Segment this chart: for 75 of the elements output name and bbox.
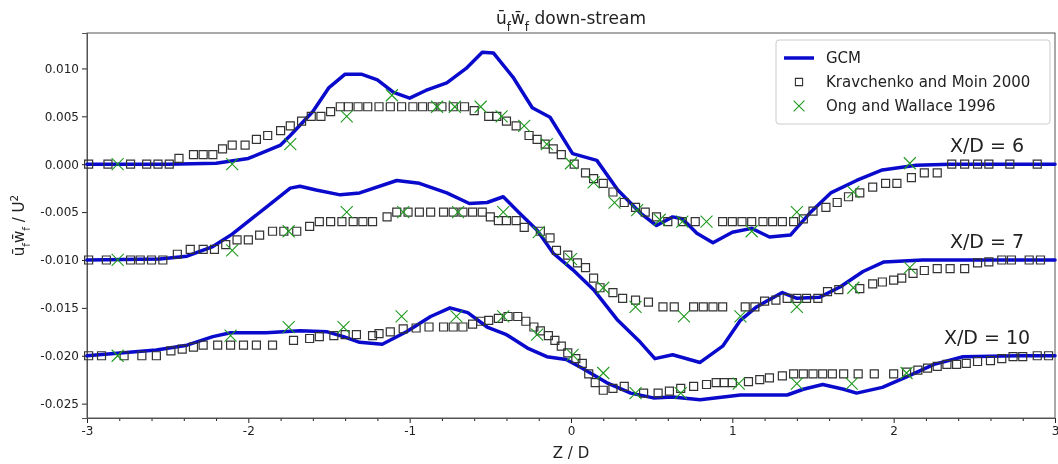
- point: [225, 243, 239, 257]
- y-tick-label: -0.020: [40, 349, 79, 364]
- x-tick-label: 0: [567, 423, 576, 438]
- point: [517, 119, 531, 133]
- point: [111, 253, 125, 267]
- y-tick-label: 0.005: [44, 109, 79, 124]
- point: [608, 195, 622, 210]
- x-tick-label: 1: [729, 423, 737, 438]
- y-tick-label: 0.010: [44, 61, 79, 76]
- point: [282, 224, 296, 238]
- x-tick-label: -1: [404, 423, 417, 438]
- point: [340, 109, 354, 123]
- point: [790, 205, 804, 219]
- point: [448, 100, 462, 114]
- point: [495, 109, 509, 123]
- y-tick-label: 0.000: [44, 157, 79, 172]
- point: [846, 281, 860, 295]
- chart-title: ū$_{f}$w̄$_{f}$ down-stream: [495, 8, 647, 34]
- line-series: [85, 178, 1057, 365]
- legend-label: Ong and Wallace 1996: [826, 97, 996, 115]
- point: [396, 205, 410, 219]
- legend-label: GCM: [826, 49, 862, 67]
- point: [630, 203, 644, 217]
- point: [530, 328, 544, 342]
- point: [653, 213, 667, 227]
- point: [732, 376, 746, 391]
- point: [733, 309, 747, 324]
- x-tick-label: -2: [242, 423, 255, 438]
- point: [395, 309, 409, 324]
- x-tick-label: 3: [1051, 423, 1058, 438]
- point: [340, 205, 354, 219]
- point: [628, 386, 643, 400]
- point: [430, 100, 444, 114]
- point: [111, 349, 125, 363]
- point: [564, 252, 578, 266]
- x-tick-label: 2: [890, 423, 898, 438]
- annotation: X/D = 10: [943, 325, 1031, 348]
- point: [903, 261, 917, 275]
- point: [496, 309, 510, 324]
- point: [628, 300, 643, 314]
- point: [677, 309, 691, 324]
- y-tick-label: -0.025: [40, 396, 79, 411]
- point: [111, 157, 125, 171]
- point: [596, 281, 610, 295]
- point: [225, 157, 239, 171]
- point: [845, 376, 859, 391]
- point: [903, 156, 917, 170]
- point: [564, 156, 578, 170]
- y-tick-label: -0.010: [40, 253, 79, 268]
- point: [790, 300, 804, 314]
- point: [282, 320, 296, 334]
- point: [474, 100, 488, 114]
- y-tick-label: -0.005: [40, 205, 79, 220]
- point: [566, 348, 580, 362]
- point: [224, 329, 238, 343]
- point: [336, 320, 351, 334]
- point: [745, 224, 759, 238]
- legend-label: Kravchenko and Moin 2000: [826, 73, 1031, 91]
- point: [496, 205, 510, 219]
- point: [699, 215, 714, 229]
- y-tick-label: -0.015: [40, 301, 79, 316]
- point: [540, 137, 554, 151]
- point: [449, 309, 463, 324]
- point: [283, 137, 297, 151]
- point: [451, 205, 465, 219]
- annotation: X/D = 7: [949, 229, 1025, 252]
- point: [385, 88, 399, 102]
- x-axis-title: Z / D: [552, 444, 590, 462]
- x-tick-label: -3: [81, 423, 94, 438]
- point: [587, 175, 601, 189]
- point: [790, 376, 804, 391]
- annotation: X/D = 6: [949, 134, 1025, 157]
- point: [596, 366, 610, 380]
- point: [674, 386, 688, 400]
- point: [846, 185, 860, 199]
